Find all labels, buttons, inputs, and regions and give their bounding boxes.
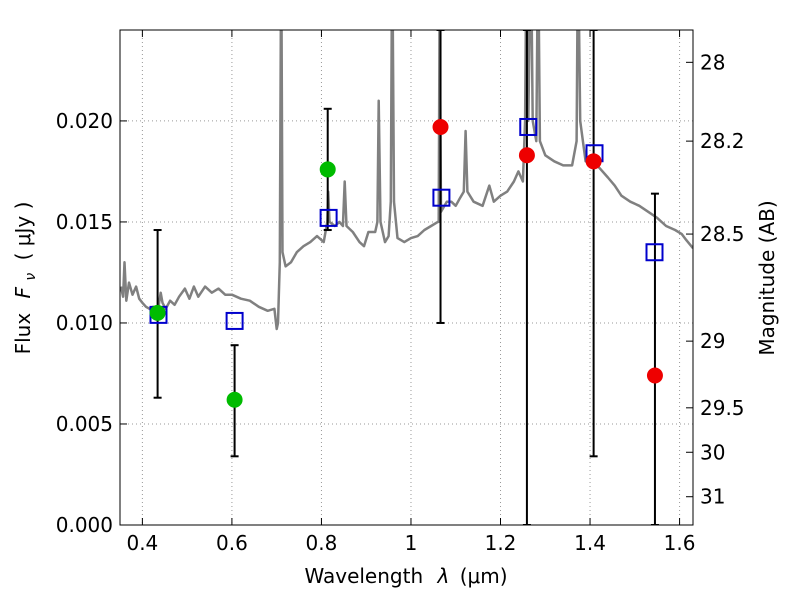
x-tick-label: 0.8: [306, 531, 338, 555]
mag-tick-label: 28: [700, 50, 725, 74]
y-tick-label: 0.010: [56, 311, 113, 335]
x-tick-label: 1: [405, 531, 418, 555]
y-axis-title-symbol: F: [11, 286, 35, 298]
x-tick-label: 1.2: [485, 531, 517, 555]
x-axis-title-text: Wavelength: [304, 564, 423, 588]
mag-tick-label: 31: [700, 485, 725, 509]
model-square-marker: [432, 188, 451, 207]
y-tick-label: 0.000: [56, 513, 113, 537]
model-square-marker: [319, 208, 338, 227]
x-tick-label: 0.4: [126, 531, 158, 555]
green-data-point: [226, 391, 243, 408]
green-data-point: [319, 161, 336, 178]
y-tick-label: 0.015: [56, 210, 113, 234]
mag-tick-label: 28.5: [700, 222, 745, 246]
mag-tick-label: 30: [700, 440, 725, 464]
x-axis-title: Wavelength λ (μm): [304, 564, 507, 588]
y-axis-title-subscript: ν: [23, 273, 39, 281]
y-axis-title-text: Flux: [11, 313, 35, 355]
red-data-point: [518, 147, 535, 164]
plot-frame: [119, 29, 694, 526]
model-square-marker: [519, 117, 538, 136]
x-tick-label: 1.4: [574, 531, 606, 555]
y-axis-title: Flux F ν ( μJy ): [11, 202, 40, 355]
error-bars: [153, 30, 659, 525]
axis-ticks: 0.4 0.6 0.8 1 1.2 1.4 1.6 0.000 0.005 0.010 0.015 0…: [56, 30, 745, 555]
model-spectrum-line: [120, 30, 693, 331]
mag-tick-label: 29: [700, 329, 725, 353]
x-tick-label: 0.6: [216, 531, 248, 555]
red-data-point: [585, 153, 602, 170]
y-axis-title-unit: ( μJy ): [11, 202, 35, 261]
x-tick-label: 1.6: [664, 531, 696, 555]
model-spectrum: [120, 30, 693, 331]
red-data-point: [646, 367, 663, 384]
x-axis-title-symbol: λ: [437, 564, 450, 588]
model-square-marker: [645, 243, 664, 262]
y-tick-label: 0.020: [56, 109, 113, 133]
mag-tick-label: 28.2: [700, 129, 745, 153]
x-axis-title-unit: (μm): [460, 564, 508, 588]
red-data-point: [432, 118, 449, 135]
y2-axis-title: Magnitude (AB): [755, 200, 779, 355]
y-tick-label: 0.005: [56, 412, 113, 436]
grid-lines: [120, 30, 693, 526]
green-data-point: [149, 304, 166, 321]
mag-tick-label: 29.5: [700, 396, 745, 420]
model-square-marker: [225, 311, 244, 330]
data-markers: [149, 117, 664, 408]
